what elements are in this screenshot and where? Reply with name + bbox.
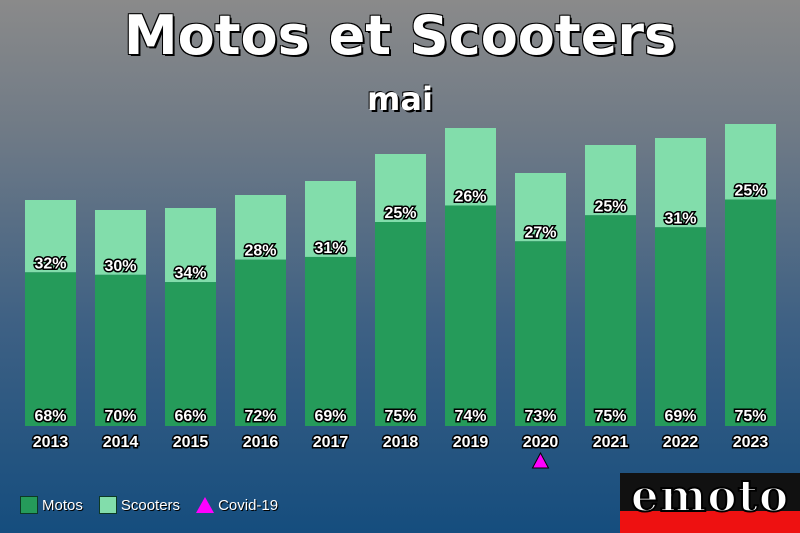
bar-motos-2022 [655, 227, 706, 426]
bar-scooters-2015 [165, 208, 216, 283]
legend: Motos Scooters Covid-19 [20, 496, 294, 514]
logo-text: emoto [630, 473, 790, 522]
legend-label-motos: Motos [42, 496, 83, 514]
scooters-swatch [98, 496, 117, 514]
label-scooters-2017: 31% [314, 240, 346, 257]
covid-triangle-icon [196, 497, 215, 513]
bar-scooters-2018 [375, 154, 426, 222]
bar-scooters-2016 [235, 195, 286, 260]
emoto-logo: emoto [620, 473, 800, 533]
label-motos-2014: 70% [104, 408, 136, 425]
legend-item-covid: Covid-19 [196, 497, 278, 514]
tick-label-2013: 2013 [33, 434, 69, 451]
chart-title: Motos et Scooters [123, 4, 677, 67]
label-motos-2019: 74% [454, 408, 486, 425]
bar-motos-2017 [305, 256, 356, 426]
tick-label-2016: 2016 [243, 434, 279, 451]
label-scooters-2018: 25% [384, 205, 416, 222]
label-motos-2017: 69% [314, 408, 346, 425]
bar-scooters-2019 [445, 128, 496, 206]
bar-scooters-2014 [95, 210, 146, 275]
bar-motos-2020 [515, 241, 566, 426]
label-scooters-2016: 28% [244, 243, 276, 260]
bar-motos-2013 [25, 272, 76, 426]
label-scooters-2022: 31% [664, 210, 696, 227]
label-motos-2018: 75% [384, 408, 416, 425]
label-scooters-2014: 30% [104, 258, 136, 275]
tick-label-2018: 2018 [383, 434, 419, 451]
label-motos-2020: 73% [524, 408, 556, 425]
label-scooters-2013: 32% [34, 255, 66, 272]
legend-label-covid: Covid-19 [218, 496, 279, 514]
bar-scooters-2023 [725, 124, 776, 200]
bar-motos-2015 [165, 282, 216, 426]
tick-label-2019: 2019 [453, 434, 489, 451]
label-motos-2015: 66% [174, 408, 206, 425]
label-scooters-2019: 26% [454, 188, 486, 205]
label-scooters-2023: 25% [734, 183, 766, 200]
label-scooters-2020: 27% [524, 224, 556, 241]
legend-label-scooters: Scooters [120, 496, 181, 514]
covid-marker-2020 [531, 451, 550, 469]
bar-scooters-2013 [25, 200, 76, 273]
tick-label-2017: 2017 [313, 434, 349, 451]
label-motos-2016: 72% [244, 408, 276, 425]
logo-red-band [620, 511, 800, 533]
tick-label-2023: 2023 [733, 434, 769, 451]
label-motos-2022: 69% [664, 408, 696, 425]
tick-label-2022: 2022 [663, 434, 699, 451]
label-scooters-2015: 34% [174, 265, 206, 282]
bar-motos-2021 [585, 215, 636, 426]
bar-scooters-2021 [585, 145, 636, 216]
tick-label-2015: 2015 [173, 434, 209, 451]
tick-label-2014: 2014 [103, 434, 139, 451]
bar-motos-2014 [95, 274, 146, 426]
label-motos-2013: 68% [34, 408, 66, 425]
label-motos-2023: 75% [734, 408, 766, 425]
bar-scooters-2020 [515, 173, 566, 242]
motos-swatch [20, 496, 38, 514]
tick-label-2021: 2021 [593, 434, 629, 451]
chart-subtitle: mai [367, 80, 433, 118]
legend-item-motos: Motos [20, 496, 83, 514]
tick-label-2020: 2020 [523, 434, 559, 451]
label-scooters-2021: 25% [594, 198, 626, 215]
legend-item-scooters: Scooters [98, 496, 181, 514]
bar-motos-2019 [445, 205, 496, 426]
bar-motos-2023 [725, 199, 776, 426]
bar-motos-2016 [235, 259, 286, 426]
label-motos-2021: 75% [594, 408, 626, 425]
bar-scooters-2022 [655, 138, 706, 228]
bar-scooters-2017 [305, 181, 356, 257]
bar-motos-2018 [375, 222, 426, 426]
